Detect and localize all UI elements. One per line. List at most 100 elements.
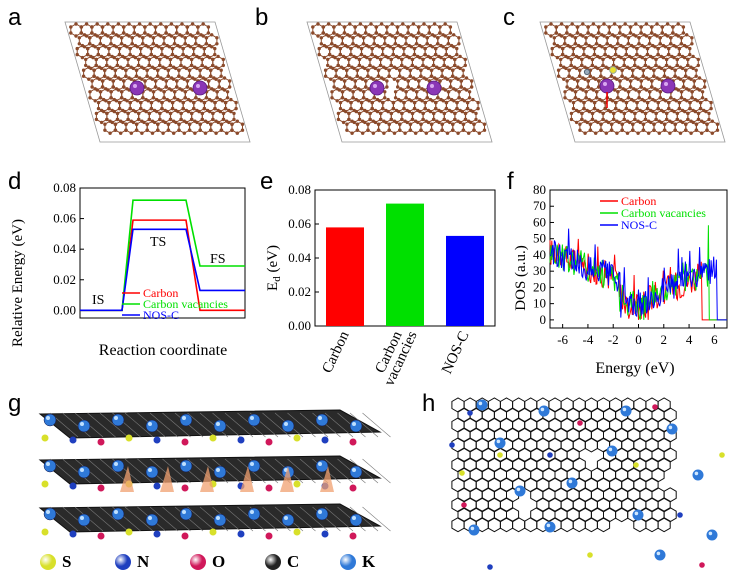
carbon-atom [166,74,171,78]
carbon-atom [161,65,165,69]
carbon-atom [395,25,400,29]
carbon-atom [600,33,604,37]
carbon-atom [414,119,418,123]
carbon-atom [697,76,702,80]
hex-ring [367,120,379,134]
hex-ring [487,417,501,433]
atom-legend-label: O [212,552,226,571]
carbon-atom [459,79,464,83]
carbon-atom [445,65,450,69]
carbon-atom [565,25,569,29]
chart-f-legend-label: NOS-C [621,218,657,232]
potassium-atom [129,80,145,96]
carbon-atom [174,108,178,113]
carbon-atom [410,111,415,116]
hex-ring [506,447,520,463]
carbon-atom [442,117,447,122]
chart-dos: DOS (a.u.) Energy (eV) 01020304050607080… [513,182,728,377]
hex-ring [627,447,641,463]
carbon-atom [132,25,137,29]
unit-cell-outline [306,21,493,143]
carbon-atom [687,76,691,80]
carbon-atom [118,100,122,105]
carbon-atom [462,87,467,91]
carbon-atom [227,85,232,89]
carbon-atom [381,100,385,105]
carbon-atom [356,33,360,37]
carbon-atom [198,128,203,132]
carbon-lattice [69,22,245,135]
carbon-atom [444,100,449,105]
carbon-atom [360,106,364,111]
carbon-atom [143,25,147,29]
chart-f-ytick-label: 20 [533,279,546,294]
carbon-atom [391,106,396,111]
hex-ring [651,447,665,463]
hex-ring [578,487,592,503]
carbon-atom [99,54,104,59]
hex-ring [566,427,580,443]
carbon-atom [169,76,174,80]
carbon-atom [108,119,112,123]
carbon-atom [202,106,207,111]
carbon-atom [700,96,705,100]
carbon-atom [379,57,383,62]
carbon-atom [227,108,231,113]
carbon-atom [573,42,578,46]
k-ion-highlight [478,401,483,406]
carbon-atom [670,54,674,59]
carbon-atom [621,87,625,91]
carbon-atom [221,63,225,68]
carbon-atom [638,108,642,113]
hex-ring [621,437,635,453]
carbon-atom [626,42,631,46]
carbon-atom [171,65,176,69]
carbon-atom [625,131,630,135]
dopant-atom [321,436,329,444]
carbon-atom [653,33,657,37]
hex-ring [469,447,483,463]
carbon-atom [574,120,579,125]
carbon-atom [679,42,684,46]
k-ion-highlight [216,516,220,520]
carbon-atom [658,90,663,94]
carbon-atom [574,108,579,113]
lattice-line [299,412,329,438]
k-ion [468,524,480,536]
hex-ring [627,467,641,483]
carbon-atom [393,90,398,94]
carbon-atom [404,90,408,94]
carbon-atom [376,74,381,78]
carbon-atom [367,33,371,37]
carbon-atom [200,63,205,68]
hex-ring [388,66,401,80]
carbon-atom [89,54,93,59]
carbon-atom [678,131,683,135]
carbon-atom [190,22,195,26]
carbon-atom [458,54,462,59]
carbon-atom [322,55,327,60]
carbon-atom [605,36,610,40]
carbon-atom [393,36,398,40]
carbon-atom [179,111,183,116]
carbon-atom [353,25,357,29]
carbon-atom [637,36,641,40]
carbon-atom [206,31,211,35]
carbon-atom [619,43,623,48]
carbon-atom [586,25,590,29]
dopant-atom [209,528,217,536]
carbon-atom [604,65,608,69]
carbon-atom [341,120,346,125]
carbon-atom [160,100,164,105]
carbon-atom [444,46,449,51]
lattice-line [212,506,241,532]
carbon-atom [690,96,694,100]
carbon-atom [321,25,326,29]
carbon-atom [641,122,646,126]
carbon-atom [639,25,643,29]
carbon-atom [340,96,345,100]
hex-ring [639,467,653,483]
carbon-atom [584,42,588,46]
carbon-atom [569,57,574,62]
carbon-atom [646,100,650,105]
